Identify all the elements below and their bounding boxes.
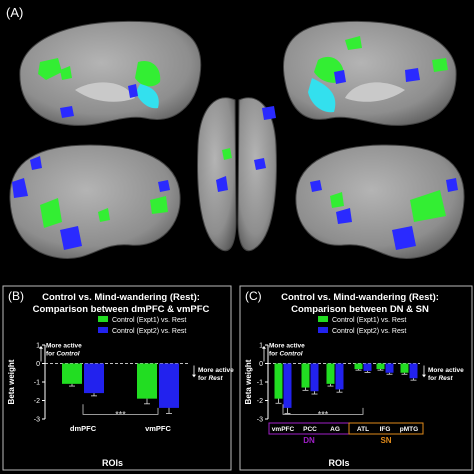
- y-tick-label-1: 1: [259, 343, 263, 350]
- legend-swatch-control-expt1-vs-rest: [98, 316, 108, 322]
- bar-dmpfc-control-expt2-vs-rest: [84, 363, 104, 394]
- group-label-dn: DN: [303, 436, 315, 445]
- y-axis-label: Beta weight: [7, 359, 16, 404]
- arrow-down-head: [192, 374, 196, 378]
- legend-swatch-control-expt2-vs-rest: [98, 327, 108, 333]
- annotation-up-line1: More active: [46, 343, 82, 350]
- bar-vmpfc-control-expt1-vs-rest: [274, 363, 283, 399]
- bar-pcc-control-expt1-vs-rest: [301, 363, 310, 388]
- bar-ifg-control-expt2-vs-rest: [385, 363, 394, 373]
- bar-pmtg-control-expt2-vs-rest: [409, 363, 418, 379]
- bar-dmpfc-control-expt1-vs-rest: [62, 363, 82, 384]
- chart-subtitle: Comparison between DN & SN: [291, 304, 429, 315]
- brain-left-lateral: [9, 144, 181, 260]
- bar-ag-control-expt1-vs-rest: [326, 363, 335, 384]
- brain-dorsal-left: [197, 97, 237, 252]
- brain-right-medial: [283, 20, 457, 126]
- arrow-up-head: [262, 345, 266, 349]
- y-tick-label-0: 0: [36, 361, 40, 368]
- panel-a-label: (A): [6, 5, 23, 20]
- x-tick-label-atl: ATL: [357, 426, 369, 433]
- chart-subtitle: Comparison between dmPFC & vmPFC: [33, 304, 210, 315]
- annotation-up-line2: for Control: [269, 351, 303, 358]
- x-tick-label-pcc: PCC: [303, 426, 317, 433]
- chart-dmpfc-vmpfc: (B) Control vs. Mind-wandering (Rest):Com…: [2, 285, 234, 471]
- legend-swatch-control-expt2-vs-rest: [318, 327, 328, 333]
- annotation-down-line1: More active: [198, 367, 234, 374]
- y-tick-label-1: -1: [257, 380, 263, 387]
- legend-swatch-control-expt1-vs-rest: [318, 316, 328, 322]
- x-tick-label-ag: AG: [330, 426, 340, 433]
- x-tick-label-pmtg: pMTG: [400, 426, 418, 433]
- significance-bracket: [82, 404, 159, 415]
- chart-title: Control vs. Mind-wandering (Rest):: [42, 292, 200, 303]
- bar-vmpfc-control-expt2-vs-rest: [283, 363, 292, 408]
- significance-label: ***: [115, 409, 126, 419]
- x-tick-label-dmpfc: dmPFC: [70, 424, 97, 433]
- brain-right-lateral: [295, 144, 465, 260]
- annotation-up-line1: More active: [269, 343, 305, 350]
- significance-label: ***: [318, 409, 329, 419]
- arrow-up-head: [39, 345, 43, 349]
- y-tick-label-0: 0: [259, 361, 263, 368]
- panel-frame: [2, 285, 232, 471]
- annotation-down-line2: for Rest: [428, 375, 453, 382]
- y-tick-label-3: -3: [34, 417, 40, 424]
- bar-ifg-control-expt1-vs-rest: [376, 363, 385, 370]
- annotation-up-line2: for Control: [46, 351, 80, 358]
- bar-pcc-control-expt2-vs-rest: [310, 363, 319, 392]
- x-tick-label-vmpfc: vmPFC: [145, 424, 171, 433]
- x-axis-label: ROIs: [328, 458, 349, 468]
- brain-left-medial: [19, 20, 202, 126]
- significance-bracket: [282, 404, 364, 415]
- y-tick-label-2: -2: [257, 398, 263, 405]
- y-tick-label-3: -3: [257, 417, 263, 424]
- bar-ag-control-expt2-vs-rest: [335, 363, 344, 390]
- x-axis-label: ROIs: [102, 458, 123, 468]
- brain-activation-maps: (A): [6, 5, 465, 260]
- annotation-down-line1: More active: [428, 367, 464, 374]
- group-label-sn: SN: [380, 436, 391, 445]
- bar-vmpfc-control-expt2-vs-rest: [159, 363, 179, 408]
- y-axis-label: Beta weight: [244, 359, 253, 404]
- bar-charts: (B) Control vs. Mind-wandering (Rest):Com…: [0, 282, 474, 474]
- x-tick-label-ifg: IFG: [380, 426, 391, 433]
- y-tick-label-2: -2: [34, 398, 40, 405]
- y-tick-label-1: 1: [36, 343, 40, 350]
- legend-label-control-expt2-vs-rest: Control (Expt2) vs. Rest: [112, 328, 186, 335]
- y-tick-label-1: -1: [34, 380, 40, 387]
- bar-atl-control-expt2-vs-rest: [363, 363, 372, 371]
- annotation-down-line2: for Rest: [198, 375, 223, 382]
- chart-dn-sn: (C) Control vs. Mind-wandering (Rest):Com…: [239, 285, 473, 471]
- legend-label-control-expt1-vs-rest: Control (Expt1) vs. Rest: [332, 317, 406, 324]
- legend-label-control-expt1-vs-rest: Control (Expt1) vs. Rest: [112, 317, 186, 324]
- panel-frame: [239, 285, 473, 471]
- bar-vmpfc-control-expt1-vs-rest: [137, 363, 157, 399]
- bar-pmtg-control-expt1-vs-rest: [400, 363, 409, 373]
- arrow-down-head: [422, 374, 426, 378]
- brain-dorsal-right: [237, 97, 277, 252]
- bar-atl-control-expt1-vs-rest: [354, 363, 363, 370]
- panel-label: (C): [245, 289, 262, 303]
- chart-title: Control vs. Mind-wandering (Rest):: [281, 292, 439, 303]
- group-box-sn: [348, 422, 424, 435]
- x-tick-label-vmpfc: vmPFC: [272, 426, 295, 433]
- panel-label: (B): [8, 289, 24, 303]
- legend-label-control-expt2-vs-rest: Control (Expt2) vs. Rest: [332, 328, 406, 335]
